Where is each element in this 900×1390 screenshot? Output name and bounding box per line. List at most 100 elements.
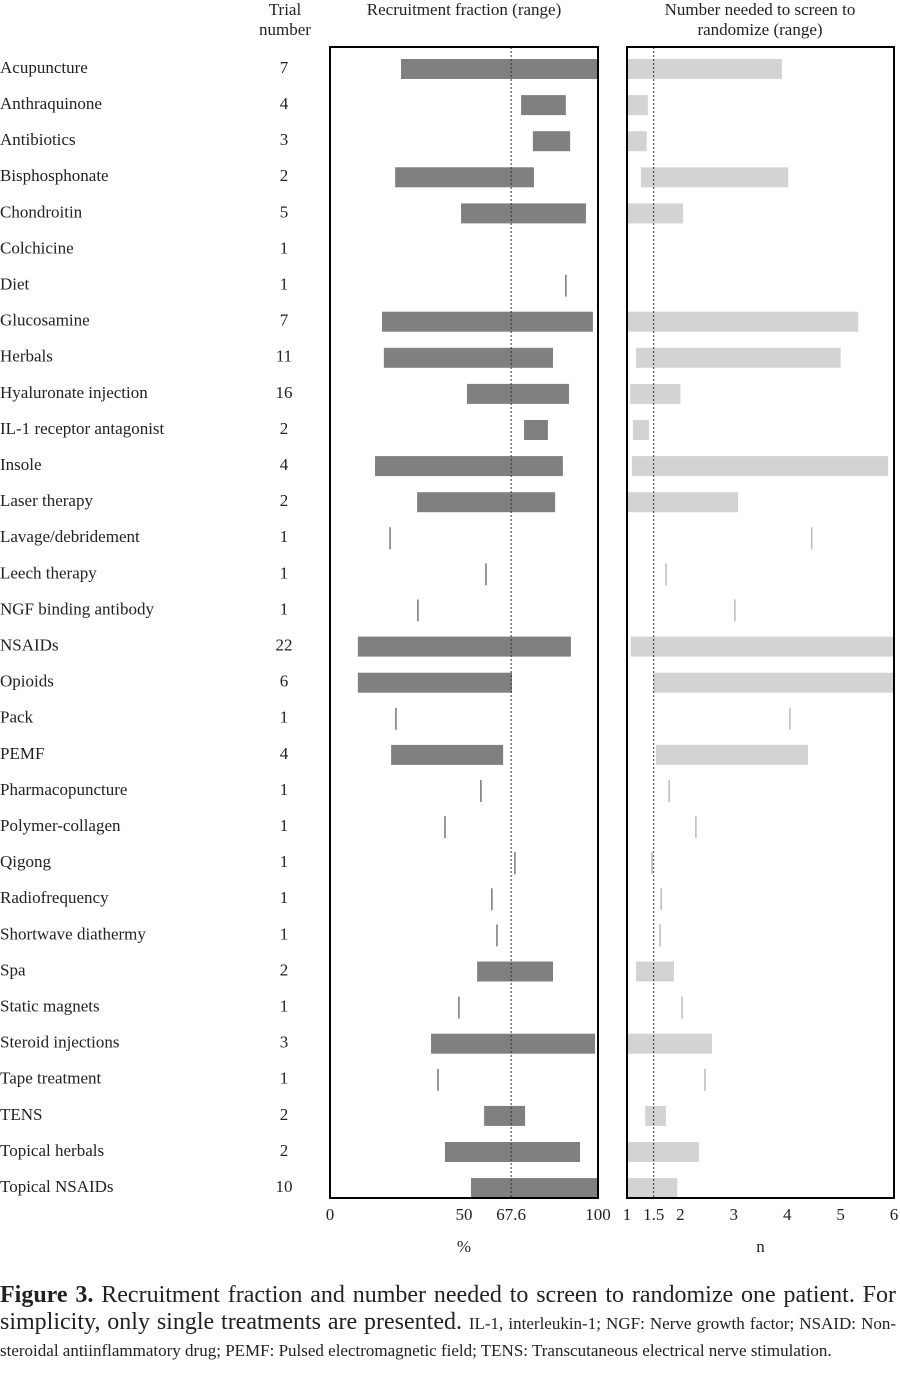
range-bar [655, 744, 809, 765]
range-bar [627, 203, 684, 224]
range-bar [532, 131, 571, 152]
range-bar [645, 1105, 666, 1126]
x-tick-label: 6 [890, 1205, 899, 1224]
range-bar [627, 1033, 712, 1054]
row-label: Chondroitin [0, 202, 83, 221]
row-label: Topical NSAIDs [0, 1177, 114, 1196]
row-label: Glucosamine [0, 311, 90, 330]
trial-count: 10 [276, 1177, 293, 1196]
range-bar [466, 383, 570, 404]
trial-count: 11 [276, 347, 292, 366]
trial-count: 4 [280, 94, 289, 113]
trial-count: 1 [280, 238, 289, 257]
trial-count: 1 [280, 888, 289, 907]
range-bar [381, 311, 593, 332]
trial-count: 2 [280, 166, 289, 185]
row-label: Steroid injections [0, 1033, 119, 1052]
range-bar [444, 1142, 581, 1162]
x-axis-label: % [457, 1237, 471, 1256]
row-label: TENS [0, 1105, 43, 1124]
range-bar [627, 1178, 678, 1199]
trial-count: 16 [276, 383, 293, 402]
panel-frame [626, 46, 895, 1199]
trial-count: 5 [280, 202, 289, 221]
x-tick-label: 50 [456, 1205, 473, 1224]
trial-count: 7 [280, 58, 289, 77]
trial-count: 1 [280, 1069, 289, 1088]
panel-frame [329, 46, 599, 1199]
range-bar [524, 420, 548, 440]
row-label: Insole [0, 455, 42, 474]
x-tick-label: 1.5 [643, 1205, 664, 1224]
x-tick-label: 1 [623, 1205, 632, 1224]
row-label: Radiofrequency [0, 888, 109, 907]
trial-count: 6 [280, 672, 289, 691]
range-bar [640, 167, 789, 188]
caption-label: Figure 3. [0, 1282, 94, 1308]
x-axis-label: n [756, 1237, 765, 1256]
row-label: Qigong [0, 852, 52, 871]
trial-count: 1 [280, 924, 289, 943]
range-bar [627, 95, 648, 116]
range-bar [636, 347, 841, 368]
trial-count: 4 [280, 455, 289, 474]
row-label: Laser therapy [0, 491, 93, 510]
x-tick-label: 67.6 [496, 1205, 526, 1224]
range-bar [627, 492, 739, 513]
range-bar [417, 492, 556, 513]
row-label: Lavage/debridement [0, 527, 140, 546]
trial-count: 1 [280, 816, 289, 835]
row-label: Tape treatment [0, 1069, 102, 1088]
chart: Acupuncture 7 Anthraquinone 4 Antibiotics 3 Bi… [0, 46, 899, 1256]
range-bar [477, 961, 553, 982]
trial-count: 1 [280, 780, 289, 799]
x-tick-label: 5 [836, 1205, 845, 1224]
range-bar [401, 59, 598, 79]
row-label: Shortwave diathermy [0, 924, 146, 943]
range-bar [484, 1105, 526, 1126]
range-bar [627, 131, 647, 152]
trial-count: 7 [280, 311, 289, 330]
x-tick-label: 2 [676, 1205, 685, 1224]
trial-count: 1 [280, 852, 289, 871]
range-bar [383, 347, 553, 368]
row-label: Topical herbals [0, 1141, 104, 1160]
trial-count: 2 [280, 1141, 289, 1160]
row-label: IL-1 receptor antagonist [0, 419, 165, 438]
row-label: Polymer-collagen [0, 816, 121, 835]
trial-count: 1 [280, 527, 289, 546]
row-label: PEMF [0, 744, 44, 763]
x-tick-label: 0 [326, 1205, 335, 1224]
range-bar [461, 203, 586, 224]
range-bar [627, 59, 782, 79]
range-bar [636, 961, 674, 982]
row-label: Leech therapy [0, 563, 97, 582]
x-tick-label: 3 [730, 1205, 739, 1224]
range-bar [631, 456, 889, 477]
trial-count: 2 [280, 419, 289, 438]
trial-count: 22 [276, 636, 293, 655]
row-label: Anthraquinone [0, 94, 102, 113]
row-label: Spa [0, 960, 26, 979]
trial-count: 1 [280, 275, 289, 294]
trial-count: 2 [280, 1105, 289, 1124]
range-bar [632, 420, 649, 440]
range-bar [431, 1033, 596, 1054]
row-label: Herbals [0, 347, 53, 366]
row-label: Pack [0, 708, 34, 727]
caption-text: Recruitment fraction and number needed t… [0, 1282, 897, 1335]
row-label: Acupuncture [0, 58, 88, 77]
trial-count: 1 [280, 599, 289, 618]
trial-count: 1 [280, 997, 289, 1016]
row-label: Antibiotics [0, 130, 76, 149]
x-tick-label: 100 [585, 1205, 611, 1224]
x-tick-label: 4 [783, 1205, 792, 1224]
range-bar [630, 636, 894, 657]
row-label: Hyaluronate injection [0, 383, 148, 402]
row-label: Diet [0, 275, 30, 294]
range-bar [375, 456, 563, 477]
row-label: Colchicine [0, 238, 74, 257]
range-bar [653, 672, 894, 693]
row-label: NGF binding antibody [0, 599, 154, 618]
